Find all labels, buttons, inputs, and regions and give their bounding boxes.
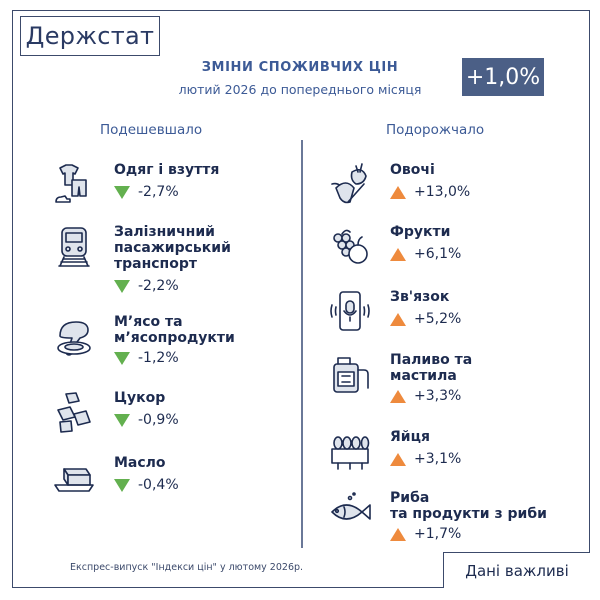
- page-subtitle: лютий 2026 до попереднього місяця: [178, 82, 422, 97]
- fruit-icon: [328, 224, 372, 268]
- up-arrow-icon: [390, 452, 406, 466]
- item-name: Зв'язок: [390, 289, 450, 305]
- butter-icon: [52, 455, 96, 499]
- fuel-can-icon: [328, 352, 372, 396]
- down-arrow-icon: [114, 279, 130, 293]
- item-value: +1,7%: [390, 526, 461, 542]
- vegetables-icon: [328, 162, 372, 206]
- down-arrow-icon: [114, 351, 130, 365]
- item-name: Овочі: [390, 162, 435, 178]
- item-value: -0,9%: [114, 412, 179, 428]
- item-name: Одяг і взуття: [114, 162, 220, 178]
- down-arrow-icon: [114, 413, 130, 427]
- item-value: +6,1%: [390, 246, 461, 262]
- item-value: -0,4%: [114, 477, 179, 493]
- column-divider: [301, 140, 303, 548]
- item-name: Залізничний пасажирський транспорт: [114, 224, 231, 272]
- train-icon: [52, 224, 96, 268]
- item-value: +3,1%: [390, 451, 461, 467]
- item-value: -2,2%: [114, 278, 179, 294]
- down-arrow-icon: [114, 478, 130, 492]
- logo: Держстат: [20, 16, 160, 56]
- item-name: Паливо та мастила: [390, 352, 473, 384]
- pricier-heading: Подорожчало: [386, 122, 485, 138]
- outer-frame: [12, 10, 590, 588]
- up-arrow-icon: [390, 312, 406, 326]
- important-data-label: Дані важливі: [443, 552, 590, 588]
- item-value: +3,3%: [390, 388, 461, 404]
- item-value: +5,2%: [390, 311, 461, 327]
- total-change-badge: +1,0%: [462, 58, 544, 96]
- item-value: -1,2%: [114, 350, 179, 366]
- up-arrow-icon: [390, 389, 406, 403]
- logo-text: Держстат: [25, 22, 155, 50]
- up-arrow-icon: [390, 185, 406, 199]
- item-value: -2,7%: [114, 184, 179, 200]
- sugar-cubes-icon: [52, 390, 96, 434]
- item-name: Масло: [114, 455, 166, 471]
- meat-icon: [52, 314, 96, 358]
- down-arrow-icon: [114, 185, 130, 199]
- footnote: Експрес-випуск "Індекси цін" у лютому 20…: [70, 562, 304, 573]
- item-name: Яйця: [390, 429, 430, 445]
- up-arrow-icon: [390, 527, 406, 541]
- item-name: Цукор: [114, 390, 166, 406]
- item-name: Риба та продукти з риби: [390, 490, 547, 522]
- clothing-icon: [52, 162, 96, 206]
- page-title: ЗМІНИ СПОЖИВЧИХ ЦІН: [201, 60, 399, 75]
- item-value: +13,0%: [390, 184, 470, 200]
- cheaper-heading: Подешевшало: [100, 122, 203, 138]
- eggs-icon: [328, 429, 372, 473]
- up-arrow-icon: [390, 247, 406, 261]
- item-name: Фрукти: [390, 224, 451, 240]
- fish-icon: [328, 490, 372, 534]
- item-name: М’ясо та м’ясопродукти: [114, 314, 235, 346]
- phone-icon: [328, 289, 372, 333]
